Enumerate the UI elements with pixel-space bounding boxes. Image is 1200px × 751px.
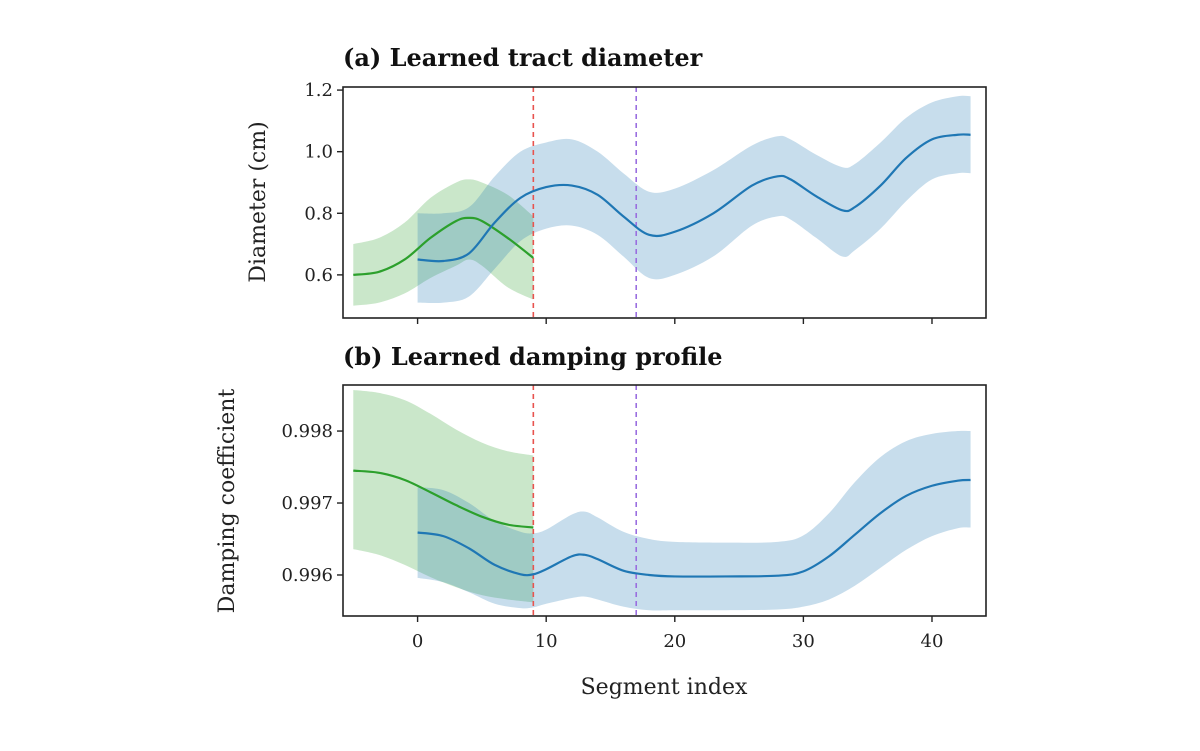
panel-a-band-0	[353, 179, 534, 306]
panel-b-ytick-label-2: 0.998	[281, 421, 333, 442]
panel-b-ytick-label-0: 0.996	[281, 565, 333, 586]
panel-b-xtick-label-2: 20	[663, 631, 686, 652]
panel-b-xlabel: Segment index	[581, 675, 748, 700]
panel-a-plot-area	[353, 87, 971, 318]
panel-b-series-line-0	[353, 469, 534, 529]
panel-a: (a) Learned tract diameter 0.60.81.01.2 …	[246, 43, 987, 324]
panel-a-title: (a) Learned tract diameter	[343, 43, 703, 72]
panel-a-series-line-0	[353, 216, 535, 276]
panel-b-xtick-label-4: 40	[921, 631, 944, 652]
panel-a-band-1	[417, 95, 971, 304]
panel-b-ticks: 0 10 20 30 40 0.996 0.997 0.998	[281, 421, 943, 652]
panel-b-band-0	[353, 390, 534, 603]
panel-a-series-line-1	[417, 133, 971, 263]
panel-b: (b) Learned damping profile 0 10 20 30 40 0.9…	[215, 342, 987, 700]
panel-a-ticks: 0.6 0.8 1.0 1.2	[304, 80, 933, 324]
panel-b-ylabel: Damping coefficient	[215, 389, 240, 614]
panel-a-ytick-label-1: 0.8	[304, 203, 333, 224]
panel-a-ytick-label-2: 1.0	[304, 142, 333, 163]
panel-a-axes-frame	[342, 86, 987, 319]
panel-b-ytick-label-1: 0.997	[281, 493, 333, 514]
panel-b-title: (b) Learned damping profile	[343, 342, 723, 371]
panel-b-series-line-1	[417, 478, 971, 578]
panel-b-xtick-label-3: 30	[792, 631, 815, 652]
panel-b-xtick-label-1: 10	[535, 631, 558, 652]
panel-b-plot-area	[353, 385, 971, 616]
panel-b-band-1	[417, 430, 971, 611]
panel-a-ytick-label-3: 1.2	[304, 80, 333, 101]
panel-b-xtick-label-0: 0	[412, 631, 423, 652]
panel-b-axes-frame	[342, 384, 987, 617]
panel-a-ylabel: Diameter (cm)	[246, 121, 271, 282]
panel-a-ytick-label-0: 0.6	[304, 265, 333, 286]
